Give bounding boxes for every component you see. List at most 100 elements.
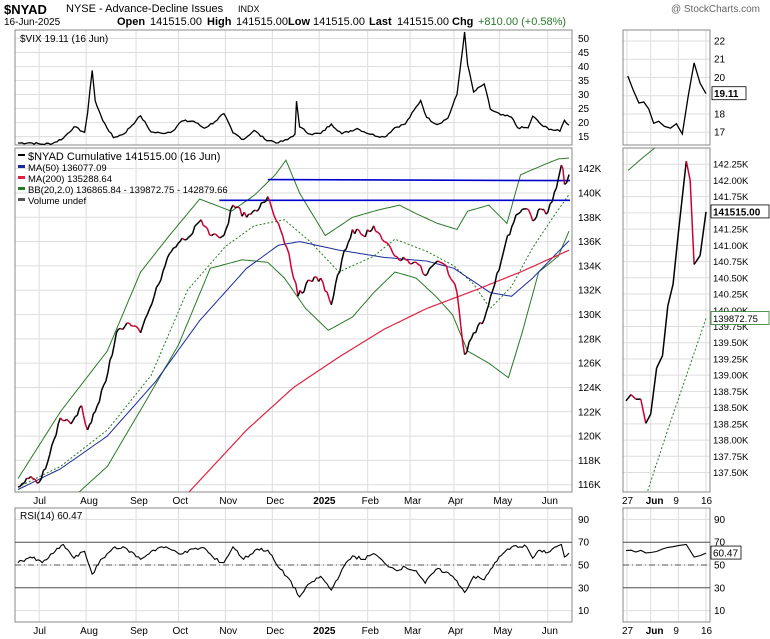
rsi-zoom-line xyxy=(625,543,707,558)
price-segment xyxy=(406,259,411,265)
price-zoom-tick-label: 142.00K xyxy=(713,176,749,187)
price-segment xyxy=(343,248,347,252)
price-segment xyxy=(144,313,149,320)
rsi-zoom-x-label: 9 xyxy=(673,626,679,637)
rsi-x-label: May xyxy=(493,626,512,637)
price-segment xyxy=(364,229,369,238)
rsi-x-label: Sep xyxy=(130,626,148,637)
price-segment xyxy=(422,272,426,277)
price-segment xyxy=(277,223,282,231)
price-x-label: Dec xyxy=(266,496,284,507)
price-segment xyxy=(475,325,479,333)
price-zoom-segment xyxy=(689,180,695,265)
price-segment xyxy=(551,192,556,202)
rsi-x-label: Aug xyxy=(80,626,98,637)
price-segment xyxy=(267,196,271,203)
price-zoom-tick-label: 139.25K xyxy=(713,354,749,365)
price-segment xyxy=(139,325,144,334)
price-segment xyxy=(564,182,568,185)
price-segment xyxy=(292,277,297,284)
rsi-x-label: Jun xyxy=(542,626,558,637)
price-zoom-x-label: 16 xyxy=(701,496,713,507)
price-segment xyxy=(70,420,74,425)
vix-tick-label: 25 xyxy=(578,104,590,115)
price-segment xyxy=(387,244,392,249)
bb-mid-tag-box xyxy=(710,311,770,325)
vix-tick-label: 20 xyxy=(578,118,590,129)
price-segment xyxy=(221,234,225,238)
vix-tick-label: 15 xyxy=(578,132,590,143)
price-zoom-segment xyxy=(645,413,652,424)
rsi-x-label: 2025 xyxy=(313,626,336,637)
price-segment xyxy=(428,266,433,270)
rsi-x-label: Jul xyxy=(33,626,46,637)
price-segment xyxy=(146,308,151,315)
price-zoom-segment xyxy=(699,211,707,256)
low-label: Low xyxy=(288,16,310,28)
bb-upper-line xyxy=(17,157,570,479)
price-segment xyxy=(450,277,454,282)
price-segment xyxy=(508,226,513,235)
price-zoom-x-label: 9 xyxy=(673,496,679,507)
price-segment xyxy=(135,325,139,330)
price-zoom-segment xyxy=(655,355,664,369)
bb-mid-tag: 139872.75 xyxy=(713,314,758,325)
price-last-tag: 141515.00 xyxy=(713,207,761,218)
price-segment xyxy=(426,268,431,275)
price-segment xyxy=(168,250,173,255)
vix-tick-label: 30 xyxy=(578,90,590,101)
price-segment xyxy=(281,235,286,244)
vix-legend: $VIX 19.11 (16 Jun) xyxy=(20,34,108,45)
vix-zoom-tick-label: 22 xyxy=(714,36,726,47)
rsi-zoom-tick-label: 50 xyxy=(714,561,726,572)
price-segment xyxy=(487,296,492,306)
price-segment xyxy=(235,206,238,209)
rsi-legend: RSI(14) 60.47 xyxy=(20,511,83,522)
price-segment xyxy=(124,322,128,327)
price-segment xyxy=(177,241,181,245)
rsi-tick-label: 90 xyxy=(578,515,590,526)
price-segment xyxy=(230,204,234,210)
price-segment xyxy=(513,214,517,223)
price-segment xyxy=(565,174,570,183)
rsi-tick-label: 50 xyxy=(578,561,590,572)
price-segment xyxy=(34,478,38,484)
price-x-label: Oct xyxy=(172,496,188,507)
price-segment xyxy=(483,311,488,320)
bb-lower-line xyxy=(78,230,570,492)
price-segment xyxy=(209,234,212,237)
price-segment xyxy=(468,337,473,343)
price-zoom-segment xyxy=(667,283,674,307)
price-segment xyxy=(515,213,519,216)
volume-legend-swatch xyxy=(18,198,25,201)
price-segment xyxy=(245,213,250,218)
price-segment xyxy=(88,421,92,426)
rsi-x-label: Feb xyxy=(362,626,380,637)
price-zoom-segment xyxy=(640,398,647,424)
price-segment xyxy=(40,470,45,479)
symbol-label: $NYAD xyxy=(4,2,47,17)
price-segment xyxy=(164,257,169,267)
price-segment xyxy=(254,209,258,212)
price-segment xyxy=(330,296,335,305)
price-segment xyxy=(481,319,485,325)
price-segment xyxy=(290,267,295,279)
price-segment xyxy=(128,322,133,327)
price-segment xyxy=(485,305,490,313)
ma200-legend: MA(200) 135288.64 xyxy=(28,174,112,185)
price-segment xyxy=(271,208,275,216)
type-label: INDX xyxy=(238,4,260,14)
price-segment xyxy=(555,178,560,189)
price-segment xyxy=(166,253,171,259)
vix-zoom-frame xyxy=(622,29,711,146)
vix-last-tag: 19.11 xyxy=(714,89,739,100)
price-segment xyxy=(187,234,192,238)
price-segment xyxy=(273,215,277,221)
price-segment xyxy=(109,354,113,361)
bb-upper-zoom-line xyxy=(627,148,656,171)
price-segment xyxy=(466,341,470,353)
price-tick-label: 138K xyxy=(578,213,602,224)
price-segment xyxy=(341,250,345,260)
price-segment xyxy=(200,219,205,226)
price-segment xyxy=(30,476,34,480)
